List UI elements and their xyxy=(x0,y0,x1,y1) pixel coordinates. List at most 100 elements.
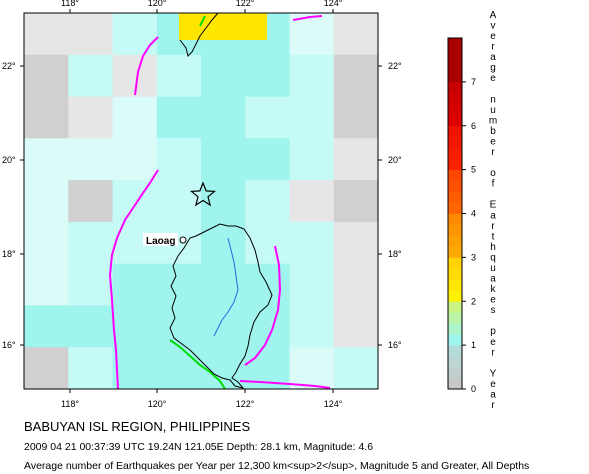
grid-cell xyxy=(24,54,69,98)
grid-cell xyxy=(24,221,69,265)
grid-cell xyxy=(24,138,69,181)
scale-segment xyxy=(448,367,462,379)
grid-cell xyxy=(156,347,202,390)
lat-tick-label: 20° xyxy=(388,155,402,165)
scale-title-char: t xyxy=(492,231,495,242)
grid-cell xyxy=(24,347,69,390)
scale-title-char: e xyxy=(490,31,496,42)
scale-title-char: v xyxy=(491,21,496,32)
city-dot xyxy=(179,236,187,244)
grid-cell xyxy=(68,221,114,265)
grid-cell xyxy=(68,96,114,139)
scale-segment xyxy=(448,180,462,192)
grid-cell xyxy=(333,180,379,223)
grid-cell xyxy=(289,263,335,306)
scale-segment xyxy=(448,257,462,269)
scale-title-char: e xyxy=(490,337,496,348)
scale-title-char: f xyxy=(492,179,495,190)
grid-cell xyxy=(201,138,246,181)
grid-cell xyxy=(24,305,69,348)
grid-cell xyxy=(333,54,379,98)
lat-tick-label: 18° xyxy=(388,249,402,259)
grid-cell xyxy=(112,347,158,390)
caption-event: 2009 04 21 00:37:39 UTC 19.24N 121.05E D… xyxy=(24,441,374,453)
grid-cell xyxy=(201,305,246,348)
caption-description: Average number of Earthquakes per Year p… xyxy=(24,460,530,472)
trench-west-south xyxy=(108,169,159,390)
scale-segment xyxy=(448,147,462,160)
trench-east-bottom xyxy=(239,380,331,389)
grid-cell xyxy=(24,180,69,223)
grid-cell xyxy=(289,54,335,98)
lon-tick-label: 122° xyxy=(236,399,255,409)
scale-title-char: r xyxy=(491,147,495,158)
map-area xyxy=(24,13,379,390)
latitude-ticks: 16° 16° 18° 18° 20° 20° 22° 22° xyxy=(2,61,402,350)
scale-title-char: o xyxy=(490,168,496,179)
scale-segment xyxy=(448,202,462,214)
grid-cell xyxy=(112,180,158,223)
grid-cell xyxy=(333,96,379,139)
scale-segment xyxy=(448,158,462,171)
fault-lines xyxy=(169,15,226,390)
scale-segment xyxy=(448,356,462,368)
scale-title-char: s xyxy=(491,305,496,316)
grid-cell xyxy=(333,138,379,181)
taiwan-coast xyxy=(179,12,219,57)
scale-segment xyxy=(448,334,462,346)
grid-cell xyxy=(68,305,114,348)
grid-cell xyxy=(245,138,291,181)
scale-title-char: g xyxy=(490,63,496,74)
scale-title-char: a xyxy=(490,390,496,401)
scale-title-char: e xyxy=(490,295,496,306)
trench-east-north xyxy=(292,15,323,21)
lon-tick-label: 118° xyxy=(61,0,79,8)
scale-segment xyxy=(448,81,462,94)
grid-cell xyxy=(201,221,246,265)
lon-tick-label: 120° xyxy=(148,0,167,8)
scale-segment xyxy=(448,378,462,390)
map-frame xyxy=(23,12,379,390)
grid-cell xyxy=(201,96,246,139)
grid-cell xyxy=(24,263,69,306)
grid-cell xyxy=(68,54,114,98)
lon-tick-label: 118° xyxy=(61,399,79,409)
city-label-background xyxy=(143,233,178,246)
scale-tick-label: 1 xyxy=(471,340,476,350)
trench-east-south xyxy=(244,245,282,366)
luzon-coast xyxy=(169,223,273,389)
scale-tick-label: 4 xyxy=(471,209,476,219)
grid-cell xyxy=(156,138,202,181)
scale-segment xyxy=(448,268,462,280)
grid-cell xyxy=(68,180,114,223)
scale-segment xyxy=(448,224,462,236)
lat-tick-label: 22° xyxy=(388,61,402,71)
scale-segment xyxy=(448,235,462,247)
grid-cell xyxy=(333,347,379,390)
scale-tick-label: 0 xyxy=(471,384,476,394)
grid-cell xyxy=(289,180,335,223)
scale-title-char: u xyxy=(490,263,496,274)
longitude-ticks: 118° 118° 120° 120° 122° 122° 124° 124° xyxy=(61,0,343,409)
scale-segment xyxy=(448,345,462,357)
grid-cell xyxy=(289,221,335,265)
scale-title-char: Y xyxy=(490,368,497,379)
grid-cell xyxy=(201,180,246,223)
fault-south xyxy=(169,339,226,390)
grid-cell xyxy=(68,263,114,306)
grid-cell xyxy=(112,96,158,139)
scale-tick-label: 5 xyxy=(471,165,476,175)
scale-tick-label: 3 xyxy=(471,252,476,262)
lat-tick-label: 20° xyxy=(2,155,16,165)
scale-title-char: a xyxy=(490,274,496,285)
grid-cell xyxy=(245,96,291,139)
lat-tick-label: 16° xyxy=(2,340,16,350)
scale-tick-label: 7 xyxy=(471,77,476,87)
scale-title-char: h xyxy=(490,242,496,253)
grid-cell xyxy=(156,54,202,98)
rivers xyxy=(213,237,239,337)
scale-title-char: u xyxy=(490,105,496,116)
scale-segment xyxy=(448,290,462,302)
grid-cell xyxy=(289,96,335,139)
